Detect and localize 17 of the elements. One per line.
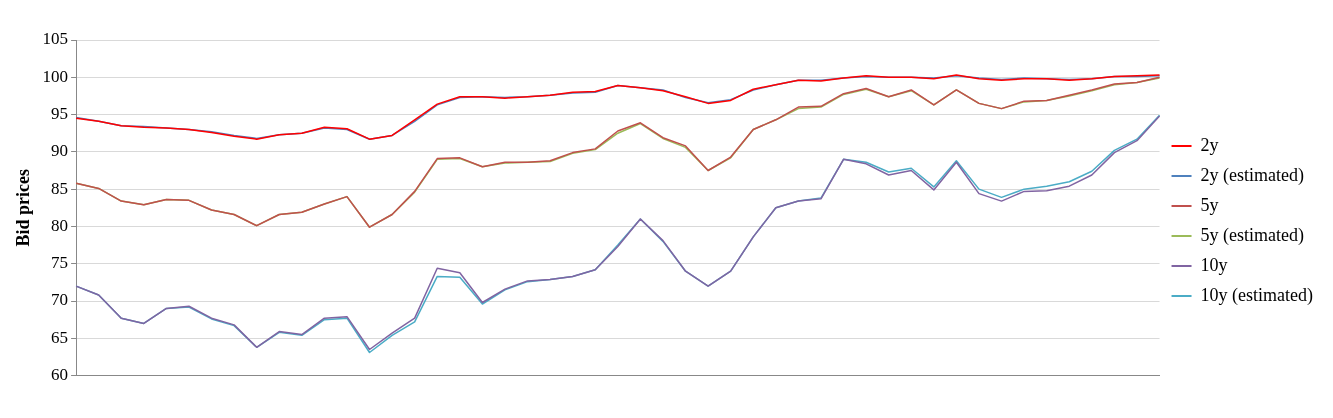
y-tick-label: 65: [51, 327, 69, 347]
legend-label: 5y: [1200, 194, 1219, 215]
y-tick-label: 95: [51, 104, 69, 124]
y-tick-label: 80: [51, 215, 69, 235]
y-tick-label: 60: [51, 365, 69, 385]
legend-label: 5y (estimated): [1200, 224, 1305, 246]
y-tick-label: 85: [51, 178, 69, 198]
y-tick-label: 105: [42, 29, 69, 49]
y-tick-label: 90: [51, 141, 69, 161]
y-axis-title: Bid prices: [13, 169, 34, 247]
legend-label: 10y (estimated): [1200, 284, 1314, 306]
legend-label: 2y: [1200, 134, 1219, 155]
legend-label: 2y (estimated): [1200, 164, 1305, 186]
legend-label: 10y: [1200, 254, 1228, 275]
y-tick-label: 70: [51, 290, 69, 310]
y-tick-label: 75: [51, 253, 69, 273]
y-tick-label: 100: [42, 66, 69, 86]
